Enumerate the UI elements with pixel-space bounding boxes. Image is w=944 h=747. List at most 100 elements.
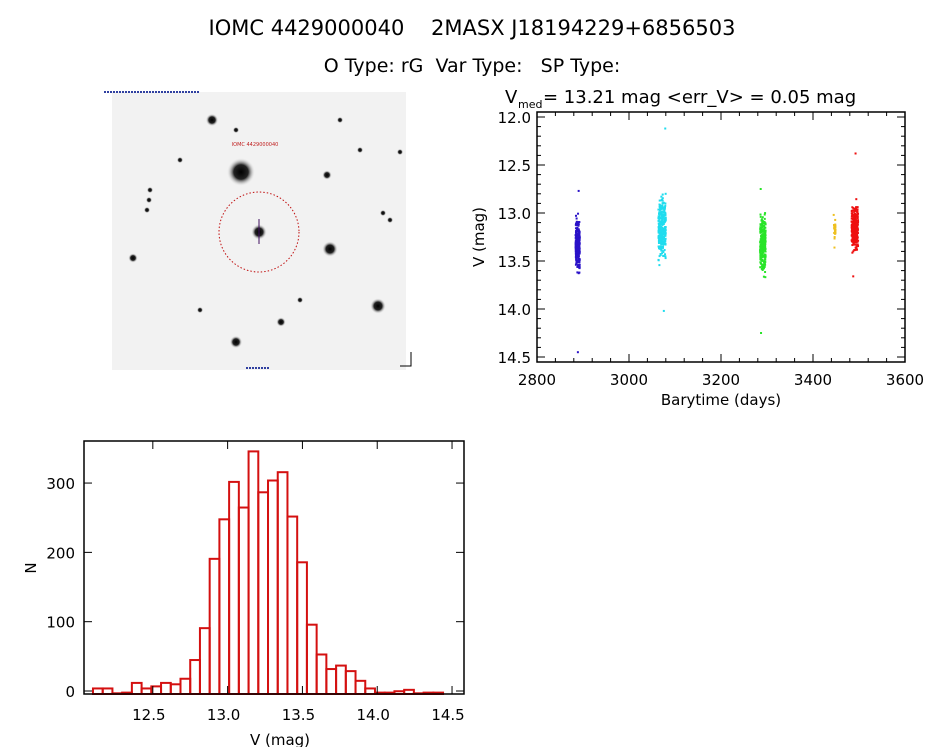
data-point [575,241,578,244]
data-point [761,263,764,266]
data-point [853,223,856,226]
data-point [659,253,662,256]
data-point [660,232,663,235]
data-point [759,257,762,260]
data-point [578,237,581,240]
data-point [854,223,857,226]
data-point [850,215,853,218]
data-point [760,265,763,268]
data-point [577,244,580,247]
data-point [763,263,766,266]
data-point [851,239,854,242]
data-point [574,246,577,249]
data-point [852,234,855,237]
data-point [578,235,581,238]
data-point [759,262,762,265]
x-tick-label: 14.5 [431,706,464,724]
data-point [763,235,766,238]
histogram-bar [101,687,114,695]
data-point [851,213,854,216]
data-point [764,237,767,240]
data-point [852,216,855,219]
plot-title: = 13.21 mag <err_V> = 0.05 mag [543,87,856,108]
data-point [763,224,766,227]
data-point [763,233,766,236]
data-point [853,210,856,213]
data-point [760,218,763,221]
data-point [762,244,765,247]
data-point [856,210,859,213]
data-point [764,276,767,279]
data-point [762,260,765,263]
data-point [575,222,578,225]
data-point [857,239,860,242]
data-point [761,221,764,224]
data-point [761,258,764,261]
data-point [662,309,665,312]
data-point [661,193,664,196]
data-point [658,203,661,206]
data-point [664,204,667,207]
data-point [834,218,837,221]
data-point [578,260,581,263]
data-point [851,244,854,247]
data-point [764,212,767,215]
x-tick-label: 14.0 [357,706,390,724]
data-point [834,230,837,233]
data-point [661,235,664,238]
data-point [762,240,765,243]
data-point [664,253,667,256]
data-point [851,206,854,209]
data-point [577,238,580,241]
y-tick-label: 300 [46,475,75,493]
data-point [657,242,660,245]
histogram-bar [364,687,376,695]
data-point [762,234,765,237]
data-point [854,231,857,234]
data-point [659,238,662,241]
data-point [761,264,764,267]
data-point [577,223,580,226]
data-point [577,263,580,266]
data-point [574,234,577,237]
data-point [662,243,665,246]
plot-frame [83,440,465,695]
data-point [577,235,580,238]
data-point [660,242,663,245]
data-point [660,246,663,249]
data-point [764,229,767,232]
data-point [759,231,762,234]
data-point [661,216,664,219]
data-point [661,222,664,225]
light-curve-plot: 2800 3000 3200 3400 3600 12.0 12.5 13.0 13.5 14.0… [470,87,924,409]
histogram-bar [91,687,104,695]
data-point [664,234,667,237]
data-point [850,220,853,223]
data-point [576,254,579,257]
data-point [658,225,661,228]
data-point [761,248,764,251]
data-point [578,242,581,245]
data-point [574,263,577,266]
data-point [759,226,762,229]
data-point [833,231,836,234]
data-point [760,332,763,334]
data-point [856,244,859,247]
data-point [851,235,854,238]
data-point [660,223,663,226]
data-point [855,245,858,248]
data-point [833,246,836,249]
data-point [760,219,763,222]
data-point [576,252,579,255]
data-point [832,213,835,216]
data-point [761,228,764,231]
data-point [855,198,858,201]
y-tick-label: 200 [46,544,75,562]
data-point [855,241,858,244]
data-point [762,246,765,249]
data-point [578,221,581,224]
data-point [759,252,762,255]
series-season-1 [574,189,581,354]
data-point [578,250,581,253]
